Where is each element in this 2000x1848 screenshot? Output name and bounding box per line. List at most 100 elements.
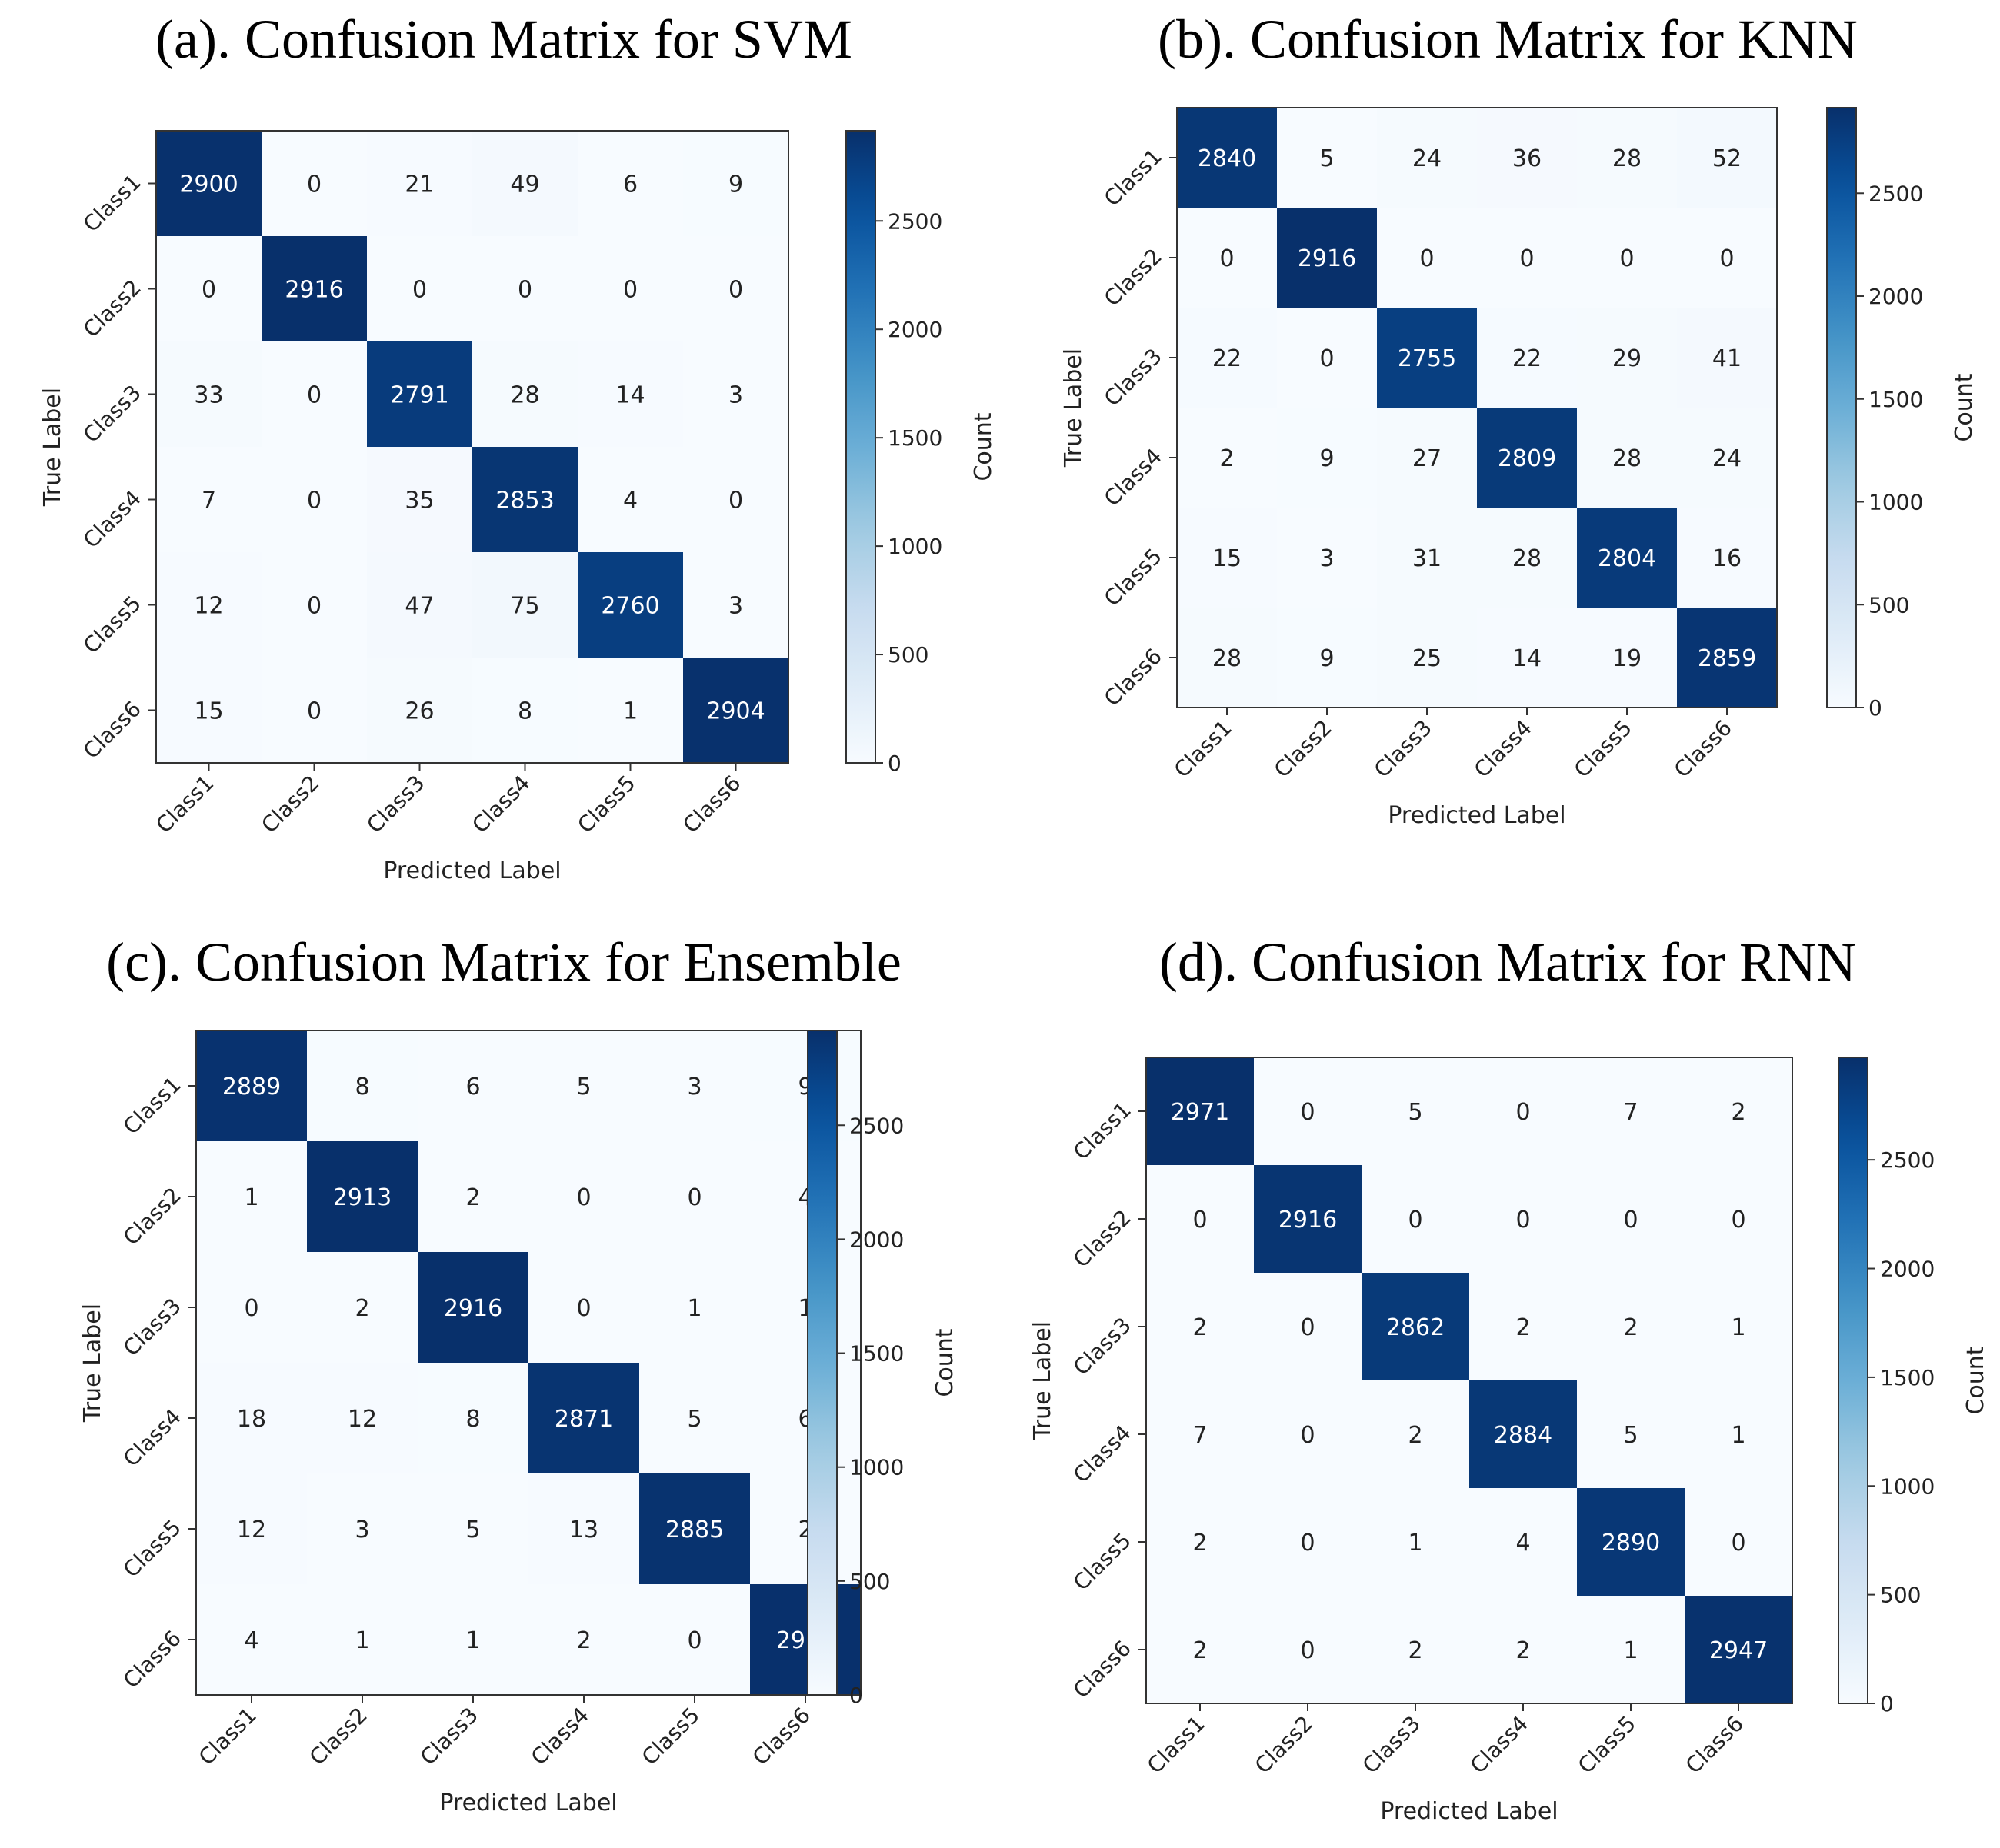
x-tick-label: Class1 [1142,1711,1210,1779]
matrix-cell-value: 0 [307,698,322,725]
x-axis-title: Predicted Label [439,1790,617,1816]
matrix-cell [307,1031,418,1142]
matrix-cell [1254,1380,1362,1489]
matrix-cell [1469,1165,1578,1274]
matrix-cell [367,447,473,553]
matrix-cell-value: 19 [1612,645,1642,672]
x-tick-label: Class3 [415,1703,483,1770]
matrix-cell-value: 13 [569,1517,598,1543]
x-axis-title: Predicted Label [1388,802,1565,829]
matrix-cell [1177,508,1278,608]
matrix-cell [472,552,578,658]
matrix-cell [1685,1057,1793,1166]
x-tick-label: Class6 [1669,715,1737,783]
matrix-cell-value: 2859 [1698,645,1756,672]
x-axis-title: Predicted Label [1380,1798,1558,1825]
matrix-cell [196,1473,308,1585]
matrix-cell [639,1584,751,1696]
matrix-cell [1277,508,1378,608]
matrix-cell [196,1363,308,1474]
colorbar-tick-label: 500 [1868,592,1909,618]
matrix-cell-value: 1 [465,1627,480,1654]
matrix-cell [262,236,368,342]
matrix-cell [262,552,368,658]
matrix-cell [156,658,262,764]
colorbar-tick-label: 2500 [1880,1147,1935,1173]
matrix-cell [1577,1165,1685,1274]
matrix-cell-value: 0 [728,277,743,304]
matrix-cell [1277,108,1378,208]
matrix-cell [578,341,684,448]
matrix-cell-value: 1 [1408,1530,1422,1557]
matrix-cell [1377,208,1478,308]
matrix-cell [1277,608,1378,708]
y-tick-label: Class6 [1068,1636,1136,1703]
matrix-cell-value: 0 [412,277,427,304]
matrix-cell-value: 2916 [444,1295,502,1322]
matrix-cell-value: 28 [1512,545,1542,572]
colorbar-label: Count [932,1328,958,1397]
matrix-cell-value: 9 [1319,645,1334,672]
x-tick-label: Class5 [637,1703,705,1770]
matrix-cell [1477,208,1578,308]
matrix-cell [750,1584,862,1696]
matrix-cell-value: 0 [1619,245,1634,272]
matrix-frame [1145,1057,1793,1704]
matrix-cell-value: 5 [1408,1099,1422,1126]
matrix-cell [683,552,789,658]
colorbar-tick-label: 2000 [1868,284,1923,309]
matrix-cell-value: 5 [1319,145,1334,172]
matrix-cell [196,1031,308,1142]
colorbar-tick-label: 2000 [1880,1257,1935,1282]
matrix-cell-value: 2 [1408,1422,1422,1449]
matrix-cell [1577,1488,1685,1597]
matrix-cell [750,1252,862,1364]
matrix-cell-value: 0 [1515,1099,1530,1126]
x-tick-label: Class4 [526,1703,594,1770]
matrix-cell-value: 15 [194,698,223,725]
matrix-cell [1577,408,1678,508]
x-tick-label: Class5 [572,771,640,838]
matrix-cell [307,1584,418,1696]
colorbar-tick-label: 1000 [1880,1473,1935,1499]
matrix-cell-value: 0 [728,488,743,514]
matrix-cell-value: 2755 [1398,345,1456,372]
matrix-cell [1677,408,1778,508]
matrix-cell-value: 2 [1192,1530,1207,1557]
y-axis-title: True Label [39,388,66,507]
matrix-cell [578,447,684,553]
matrix-cell [1377,408,1478,508]
matrix-cell [418,1363,529,1474]
matrix-cell-value: 0 [1419,245,1434,272]
matrix-cell-value: 3 [728,593,743,620]
matrix-cell [1685,1273,1793,1381]
matrix-cell-value: 36 [1512,145,1542,172]
matrix-cell [750,1473,862,1585]
matrix-cell-value: 0 [1192,1207,1207,1234]
y-tick-label: Class6 [118,1626,186,1693]
colorbar-tick-label: 2500 [888,208,942,234]
colorbar-tick-label: 2500 [1868,181,1923,206]
matrix-cell-value: 0 [202,277,216,304]
matrix-cell-value: 14 [1512,645,1542,672]
matrix-cell-value: 3 [728,382,743,409]
colorbar-tick-label: 500 [888,642,928,668]
matrix-cell-value: 18 [237,1406,266,1433]
matrix-cell-value: 12 [194,593,223,620]
matrix-cell [1469,1380,1578,1489]
matrix-cell-value: 15 [1212,545,1242,572]
y-tick-label: Class4 [1099,444,1167,511]
matrix-cell-value: 22 [1212,345,1242,372]
matrix-cell-value: 0 [1731,1530,1745,1557]
colorbar-tick-label: 1000 [1868,490,1923,515]
y-tick-label: Class5 [1099,544,1167,611]
matrix-cell-value: 1 [1731,1314,1745,1341]
matrix-cell [750,1363,862,1474]
matrix-cell [156,236,262,342]
matrix-cell-value: 0 [1300,1637,1315,1664]
matrix-cell-value: 2804 [1598,545,1656,572]
matrix-cell [156,552,262,658]
matrix-cell [196,1584,308,1696]
matrix-cell [1146,1057,1255,1166]
colorbar-tick-label: 2000 [849,1227,904,1252]
